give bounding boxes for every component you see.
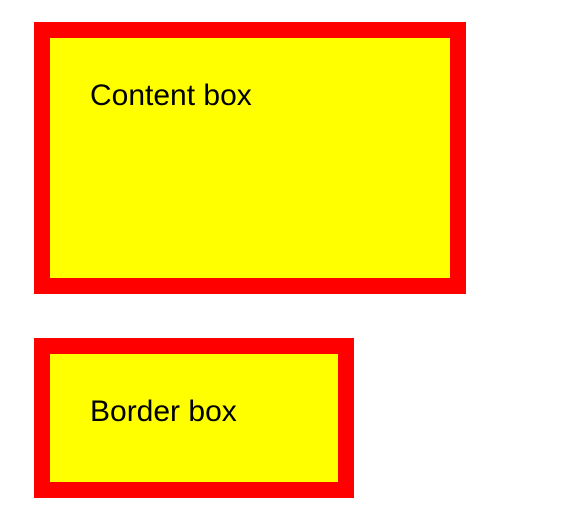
border-box-label: Border box <box>90 395 237 428</box>
content-box-label: Content box <box>90 79 252 112</box>
border-box-example: Border box <box>34 338 354 498</box>
content-box-example: Content box <box>34 22 466 294</box>
